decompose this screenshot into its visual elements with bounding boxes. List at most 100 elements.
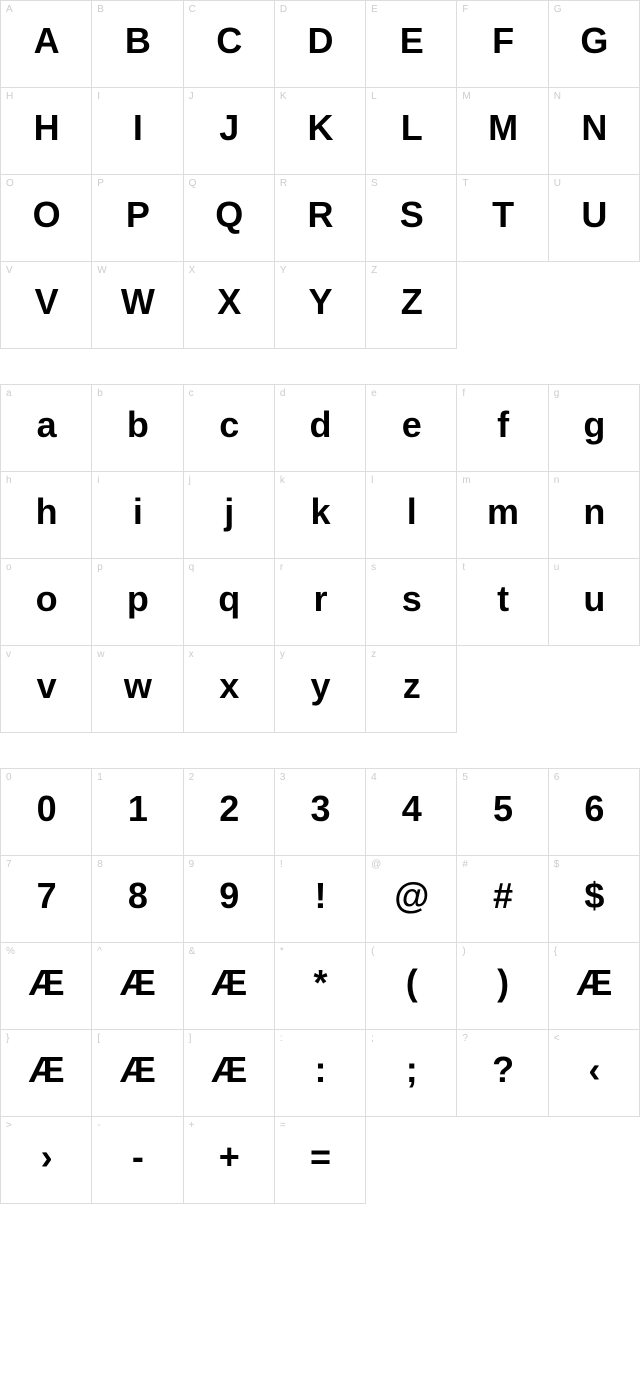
glyph-cell[interactable]: 55 xyxy=(457,769,548,856)
glyph-cell[interactable]: 77 xyxy=(1,856,92,943)
glyph-cell[interactable]: tt xyxy=(457,559,548,646)
glyph-cell[interactable]: 33 xyxy=(275,769,366,856)
glyph-preview: H xyxy=(1,110,91,146)
glyph-cell[interactable]: ww xyxy=(92,646,183,733)
glyph-cell[interactable]: kk xyxy=(275,472,366,559)
glyph-preview: x xyxy=(184,668,274,704)
glyph-cell[interactable]: vv xyxy=(1,646,92,733)
glyph-key-label: I xyxy=(97,91,100,102)
glyph-cell[interactable]: pp xyxy=(92,559,183,646)
glyph-cell[interactable]: {Æ xyxy=(549,943,640,1030)
glyph-cell[interactable]: ll xyxy=(366,472,457,559)
glyph-cell[interactable]: }Æ xyxy=(1,1030,92,1117)
glyph-cell[interactable]: NN xyxy=(549,88,640,175)
glyph-key-label: G xyxy=(554,4,562,15)
glyph-cell[interactable]: rr xyxy=(275,559,366,646)
glyph-cell[interactable]: MM xyxy=(457,88,548,175)
glyph-cell[interactable]: YY xyxy=(275,262,366,349)
glyph-cell[interactable]: LL xyxy=(366,88,457,175)
glyph-cell[interactable]: ?? xyxy=(457,1030,548,1117)
glyph-cell[interactable]: JJ xyxy=(184,88,275,175)
glyph-preview: m xyxy=(457,494,547,530)
glyph-cell[interactable]: &Æ xyxy=(184,943,275,1030)
glyph-key-label: 7 xyxy=(6,859,12,870)
glyph-cell[interactable]: !! xyxy=(275,856,366,943)
glyph-cell[interactable]: 88 xyxy=(92,856,183,943)
glyph-cell[interactable]: dd xyxy=(275,385,366,472)
glyph-cell[interactable]: VV xyxy=(1,262,92,349)
glyph-cell[interactable]: UU xyxy=(549,175,640,262)
glyph-cell[interactable]: jj xyxy=(184,472,275,559)
glyph-cell[interactable]: aa xyxy=(1,385,92,472)
glyph-cell[interactable]: @@ xyxy=(366,856,457,943)
glyph-cell[interactable]: ^Æ xyxy=(92,943,183,1030)
glyph-cell[interactable]: BB xyxy=(92,1,183,88)
glyph-cell[interactable]: 22 xyxy=(184,769,275,856)
glyph-cell[interactable]: ++ xyxy=(184,1117,275,1204)
glyph-key-label: S xyxy=(371,178,378,189)
glyph-cell[interactable]: ii xyxy=(92,472,183,559)
glyph-cell[interactable]: EE xyxy=(366,1,457,88)
glyph-cell[interactable]: 99 xyxy=(184,856,275,943)
glyph-key-label: D xyxy=(280,4,287,15)
glyph-cell[interactable]: DD xyxy=(275,1,366,88)
glyph-cell[interactable]: -- xyxy=(92,1117,183,1204)
glyph-cell[interactable]: OO xyxy=(1,175,92,262)
glyph-cell[interactable]: TT xyxy=(457,175,548,262)
glyph-cell[interactable]: GG xyxy=(549,1,640,88)
glyph-cell[interactable]: == xyxy=(275,1117,366,1204)
glyph-cell[interactable]: ## xyxy=(457,856,548,943)
glyph-cell[interactable]: 11 xyxy=(92,769,183,856)
glyph-cell[interactable]: WW xyxy=(92,262,183,349)
glyph-cell[interactable]: ee xyxy=(366,385,457,472)
glyph-cell[interactable]: <‹ xyxy=(549,1030,640,1117)
glyph-cell[interactable]: 00 xyxy=(1,769,92,856)
glyph-cell[interactable]: nn xyxy=(549,472,640,559)
glyph-cell[interactable]: CC xyxy=(184,1,275,88)
glyph-cell[interactable]: FF xyxy=(457,1,548,88)
glyph-key-label: & xyxy=(189,946,196,957)
glyph-cell[interactable]: ]Æ xyxy=(184,1030,275,1117)
glyph-cell[interactable]: PP xyxy=(92,175,183,262)
glyph-cell[interactable]: II xyxy=(92,88,183,175)
glyph-cell[interactable]: uu xyxy=(549,559,640,646)
glyph-cell[interactable]: yy xyxy=(275,646,366,733)
glyph-cell[interactable]: RR xyxy=(275,175,366,262)
glyph-cell[interactable]: XX xyxy=(184,262,275,349)
glyph-preview: z xyxy=(366,668,456,704)
glyph-cell[interactable]: 44 xyxy=(366,769,457,856)
glyph-cell[interactable]: 66 xyxy=(549,769,640,856)
glyph-preview: ? xyxy=(457,1052,547,1088)
glyph-cell[interactable]: >› xyxy=(1,1117,92,1204)
glyph-cell[interactable]: HH xyxy=(1,88,92,175)
glyph-cell[interactable]: ss xyxy=(366,559,457,646)
glyph-cell[interactable]: [Æ xyxy=(92,1030,183,1117)
glyph-cell[interactable]: gg xyxy=(549,385,640,472)
glyph-cell[interactable]: )) xyxy=(457,943,548,1030)
glyph-cell[interactable]: SS xyxy=(366,175,457,262)
glyph-preview: Æ xyxy=(184,965,274,1001)
glyph-cell[interactable]: QQ xyxy=(184,175,275,262)
glyph-cell[interactable]: (( xyxy=(366,943,457,1030)
glyph-cell[interactable]: KK xyxy=(275,88,366,175)
glyph-cell[interactable]: xx xyxy=(184,646,275,733)
glyph-cell[interactable]: zz xyxy=(366,646,457,733)
glyph-cell[interactable]: qq xyxy=(184,559,275,646)
glyph-preview: 9 xyxy=(184,878,274,914)
glyph-cell[interactable]: hh xyxy=(1,472,92,559)
glyph-cell[interactable]: cc xyxy=(184,385,275,472)
glyph-cell[interactable]: ff xyxy=(457,385,548,472)
glyph-cell[interactable]: ZZ xyxy=(366,262,457,349)
glyph-cell[interactable]: $$ xyxy=(549,856,640,943)
glyph-cell[interactable]: bb xyxy=(92,385,183,472)
glyph-key-label: # xyxy=(462,859,468,870)
glyph-preview: b xyxy=(92,407,182,443)
glyph-preview: - xyxy=(92,1139,182,1175)
glyph-cell[interactable]: %Æ xyxy=(1,943,92,1030)
glyph-cell[interactable]: oo xyxy=(1,559,92,646)
glyph-cell[interactable]: ** xyxy=(275,943,366,1030)
glyph-cell[interactable]: :: xyxy=(275,1030,366,1117)
glyph-cell[interactable]: ;; xyxy=(366,1030,457,1117)
glyph-cell[interactable]: mm xyxy=(457,472,548,559)
glyph-cell[interactable]: AA xyxy=(1,1,92,88)
